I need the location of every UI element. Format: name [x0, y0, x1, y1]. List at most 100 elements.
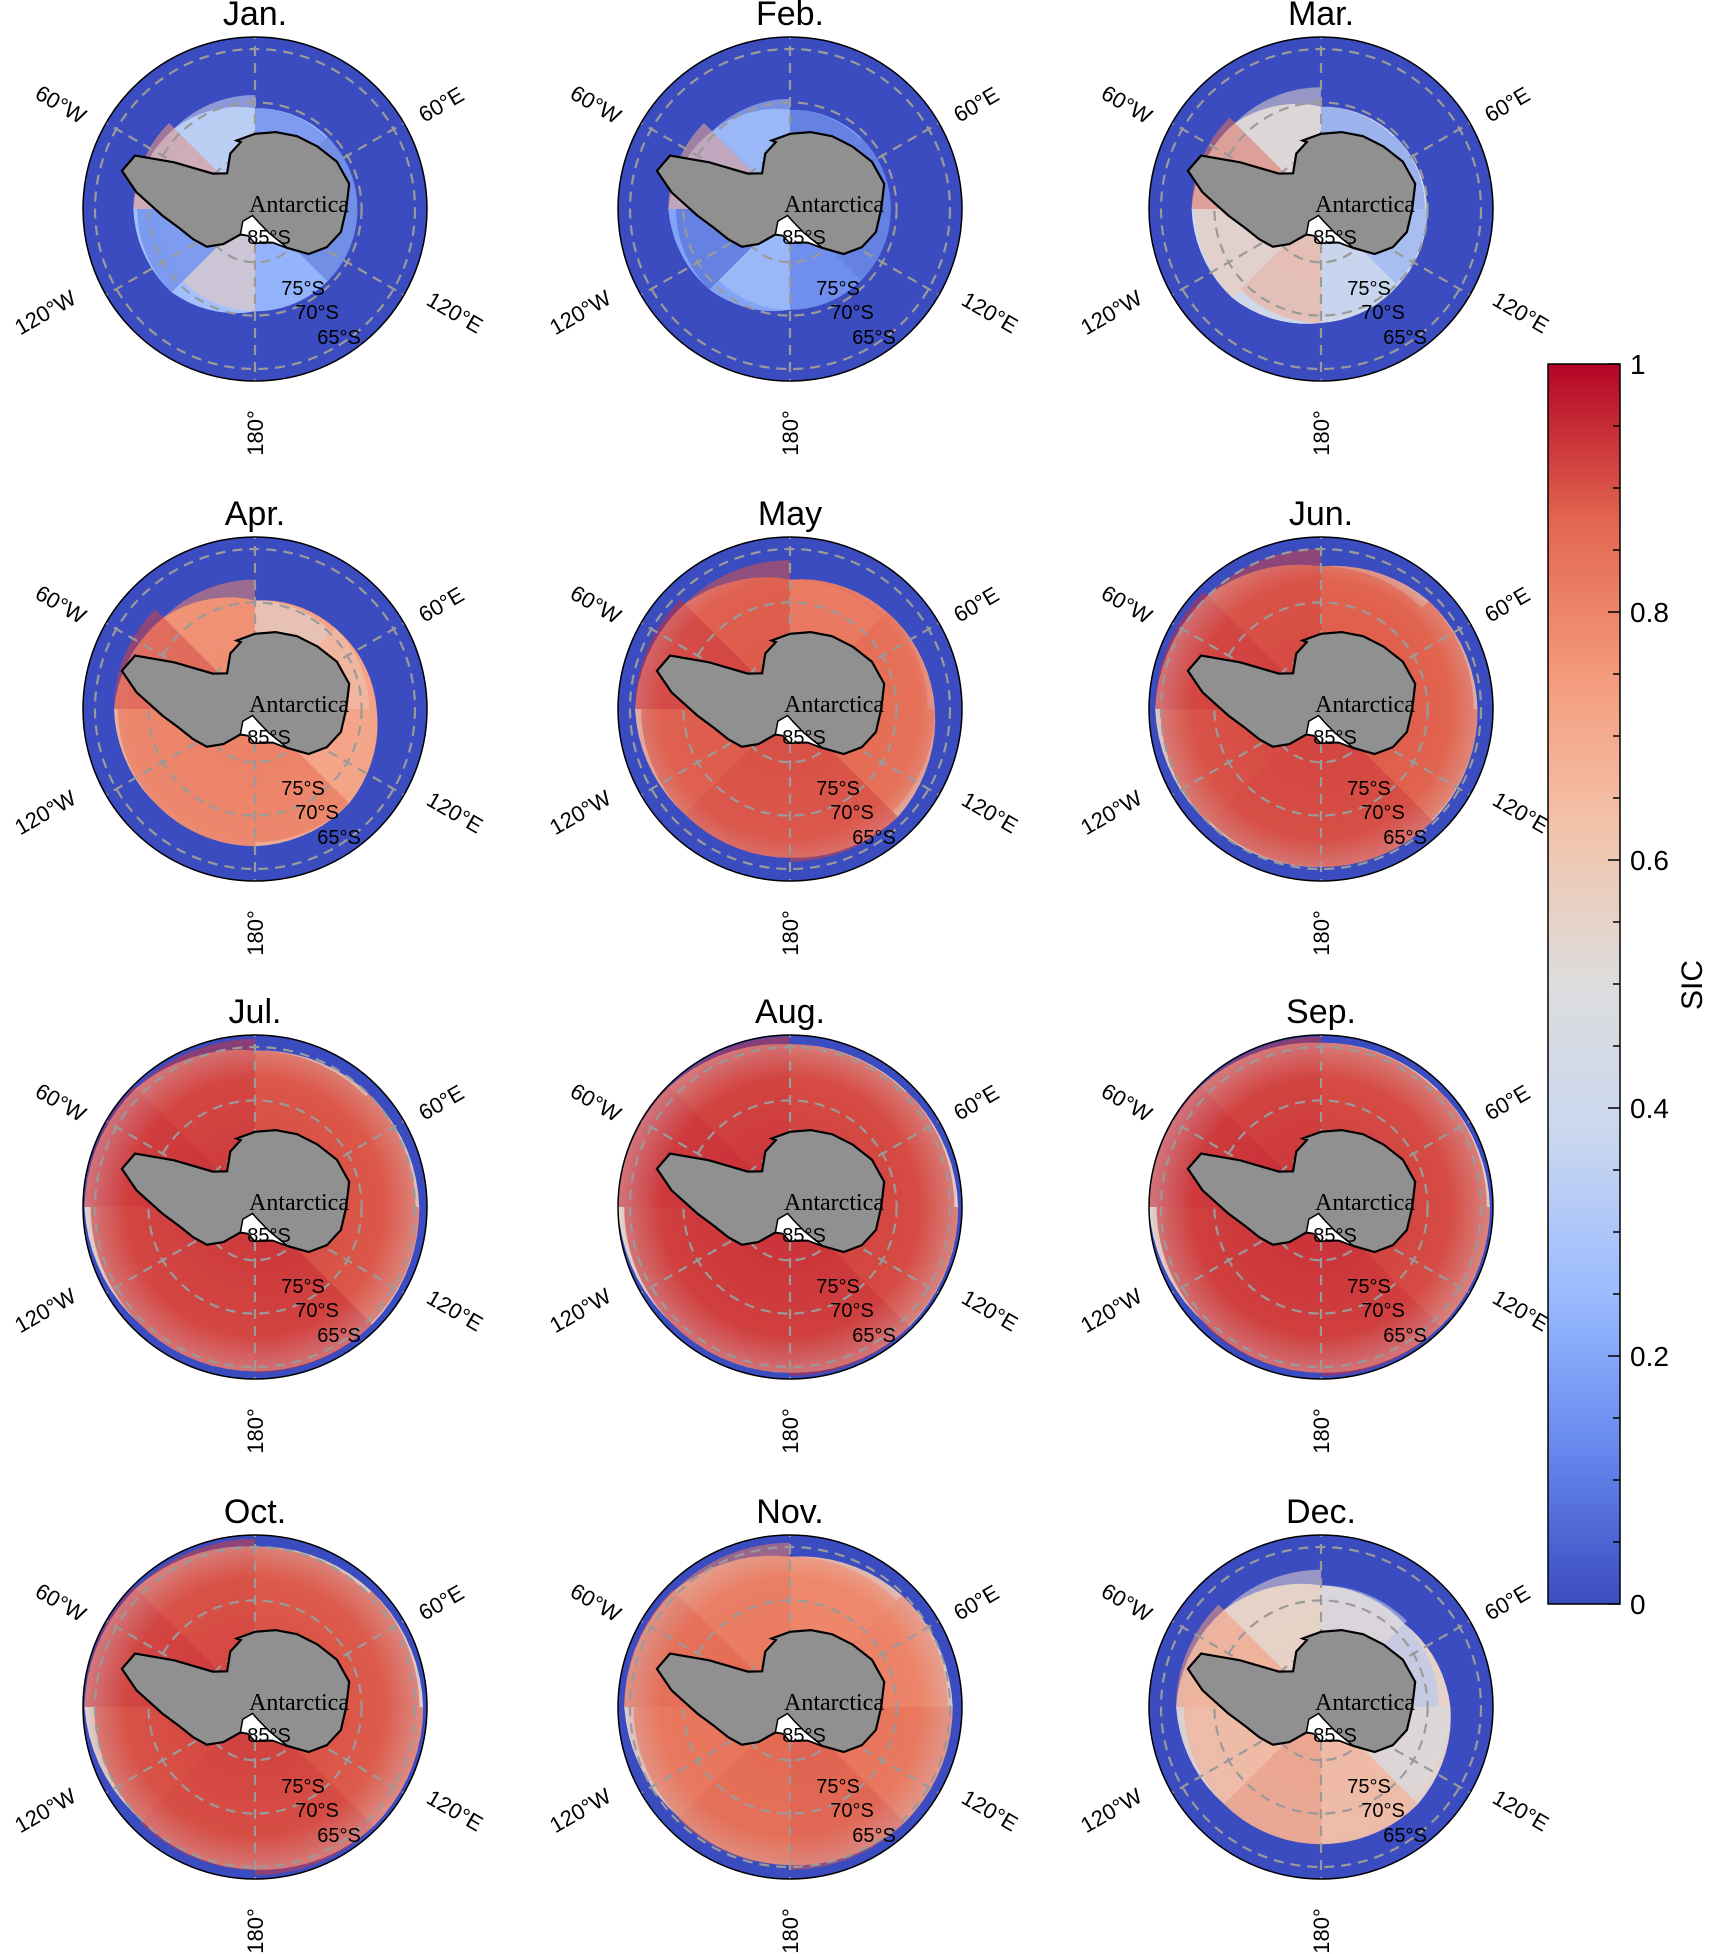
latitude-label-65s: 65°S: [317, 1325, 361, 1347]
longitude-label-180: 180°: [778, 1908, 803, 1954]
longitude-label-60e: 60°E: [949, 1080, 1003, 1126]
latitude-label-75s: 75°S: [816, 1776, 860, 1798]
meridian-line: [1171, 1206, 1322, 1294]
map-panel: Oct. Antarctica 85°S 75°S70°S 65°S 60°W 60°E 12…: [10, 1493, 487, 1954]
sea-ice-sector: [790, 1207, 910, 1376]
map-panel: Jun. Antarctica 85°S 75°S70°S 65°S 60°W 60°E 12…: [1076, 495, 1553, 956]
longitude-label-120w: 120°W: [10, 1283, 80, 1338]
longitude-label-120e: 120°E: [957, 1285, 1022, 1337]
longitude-label-120w: 120°W: [1076, 285, 1146, 340]
panel-title: May: [758, 495, 822, 533]
longitude-label-120w: 120°W: [1076, 1783, 1146, 1838]
panel-title: Jul.: [229, 993, 282, 1031]
latitude-label-70s: 70°S: [830, 302, 874, 324]
longitude-label-60w: 60°W: [31, 1078, 90, 1127]
latitude-label-70s: 70°S: [295, 1800, 339, 1822]
longitude-label-60w: 60°W: [31, 80, 90, 129]
meridian-line: [789, 1706, 940, 1794]
longitude-label-60e: 60°E: [1480, 1080, 1534, 1126]
longitude-label-120w: 120°W: [545, 1783, 615, 1838]
longitude-label-60w: 60°W: [1097, 80, 1156, 129]
longitude-label-60w: 60°W: [566, 1578, 625, 1627]
map-panel: Dec. Antarctica 85°S 75°S70°S 65°S 60°W 60°E 12…: [1076, 1493, 1553, 1954]
map-body: [1149, 37, 1493, 381]
longitude-label-60e: 60°E: [414, 1580, 468, 1626]
colorbar-tick-label: 0.8: [1630, 597, 1669, 628]
meridian-line: [105, 708, 256, 796]
ice-shelf: [1305, 214, 1355, 250]
continent-label: Antarctica: [249, 692, 349, 718]
latitude-label-75s: 75°S: [1347, 1276, 1391, 1298]
latitude-label-65s: 65°S: [852, 1825, 896, 1847]
sea-ice-sector: [673, 1542, 790, 1707]
longitude-label-120w: 120°W: [10, 785, 80, 840]
latitude-label-70s: 70°S: [830, 1800, 874, 1822]
longitude-label-180: 180°: [778, 910, 803, 956]
meridian-line: [640, 708, 791, 796]
map-frame: [82, 1034, 428, 1380]
panel-title: Jun.: [1289, 495, 1353, 533]
sea-ice-sector: [1321, 709, 1433, 868]
longitude-label-180: 180°: [778, 410, 803, 456]
colorbar: 0 0.2 0.4 0.6 0.8 1 SIC: [1547, 349, 1709, 1620]
map-frame: [617, 36, 963, 382]
sea-ice-sector: [255, 1707, 374, 1876]
longitude-label-60w: 60°W: [566, 1078, 625, 1127]
longitude-label-180: 180°: [1309, 1408, 1334, 1454]
map-body: [1149, 1535, 1493, 1879]
longitude-label-120e: 120°E: [957, 287, 1022, 339]
map-frame: [82, 1534, 428, 1880]
map-body: [1149, 1035, 1493, 1379]
longitude-label-120e: 120°E: [957, 787, 1022, 839]
latitude-label-70s: 70°S: [295, 302, 339, 324]
map-body: [618, 537, 962, 881]
panel-title: Mar.: [1288, 0, 1354, 33]
map-panel: Jul. Antarctica 85°S 75°S70°S 65°S 60°W 60°E 12…: [10, 993, 487, 1454]
latitude-label-85s: 85°S: [782, 727, 826, 749]
meridian-line: [254, 708, 405, 796]
latitude-label-70s: 70°S: [1361, 302, 1405, 324]
longitude-label-60e: 60°E: [1480, 1580, 1534, 1626]
latitude-label-65s: 65°S: [852, 327, 896, 349]
meridian-line: [789, 708, 940, 796]
longitude-label-180: 180°: [778, 1408, 803, 1454]
longitude-label-180: 180°: [243, 410, 268, 456]
sea-ice-sector: [790, 1707, 906, 1870]
latitude-label-75s: 75°S: [1347, 1776, 1391, 1798]
ice-shelf: [1305, 714, 1355, 750]
colorbar-tick-label: 0.4: [1630, 1093, 1669, 1124]
latitude-label-65s: 65°S: [317, 327, 361, 349]
latitude-label-75s: 75°S: [816, 1276, 860, 1298]
sea-ice-sector: [672, 1207, 790, 1373]
longitude-label-120w: 120°W: [545, 785, 615, 840]
panel-title: Aug.: [755, 993, 825, 1031]
map-panel: Jan. Antarctica 85°S 75°S70°S 65°S 60°W 60°E 12…: [10, 0, 487, 456]
longitude-label-60e: 60°E: [414, 1080, 468, 1126]
ice-shelf: [774, 214, 824, 250]
latitude-label-70s: 70°S: [1361, 1800, 1405, 1822]
meridian-line: [254, 208, 405, 296]
longitude-label-120w: 120°W: [1076, 785, 1146, 840]
sea-ice-sector: [790, 709, 898, 862]
meridian-line: [1320, 208, 1471, 296]
map-panel: Aug. Antarctica 85°S 75°S70°S 65°S 60°W 60°E 12…: [545, 993, 1022, 1454]
map-body: [83, 537, 427, 881]
panel-title: Oct.: [224, 1493, 286, 1531]
colorbar-tick-label: 0.6: [1630, 845, 1669, 876]
map-body: [1149, 537, 1493, 881]
meridian-line: [1320, 1706, 1471, 1794]
colorbar-tick-label: 0.2: [1630, 1341, 1669, 1372]
map-frame: [617, 1034, 963, 1380]
colorbar-tick-label: 0: [1630, 1589, 1646, 1620]
ice-shelf: [239, 214, 289, 250]
map-panel: Sep. Antarctica 85°S 75°S70°S 65°S 60°W 60°E 12…: [1076, 993, 1553, 1454]
longitude-label-120e: 120°E: [422, 287, 487, 339]
longitude-label-120w: 120°W: [545, 1283, 615, 1338]
longitude-label-120e: 120°E: [1488, 1785, 1553, 1837]
longitude-label-60w: 60°W: [566, 80, 625, 129]
map-panel: Mar. Antarctica 85°S 75°S70°S 65°S 60°W 60°E 12…: [1076, 0, 1553, 456]
meridian-line: [105, 1206, 256, 1294]
longitude-label-120w: 120°W: [10, 1783, 80, 1838]
longitude-label-60w: 60°W: [566, 580, 625, 629]
map-panel: May Antarctica 85°S 75°S70°S 65°S 60°W 60°E 120…: [545, 495, 1022, 956]
